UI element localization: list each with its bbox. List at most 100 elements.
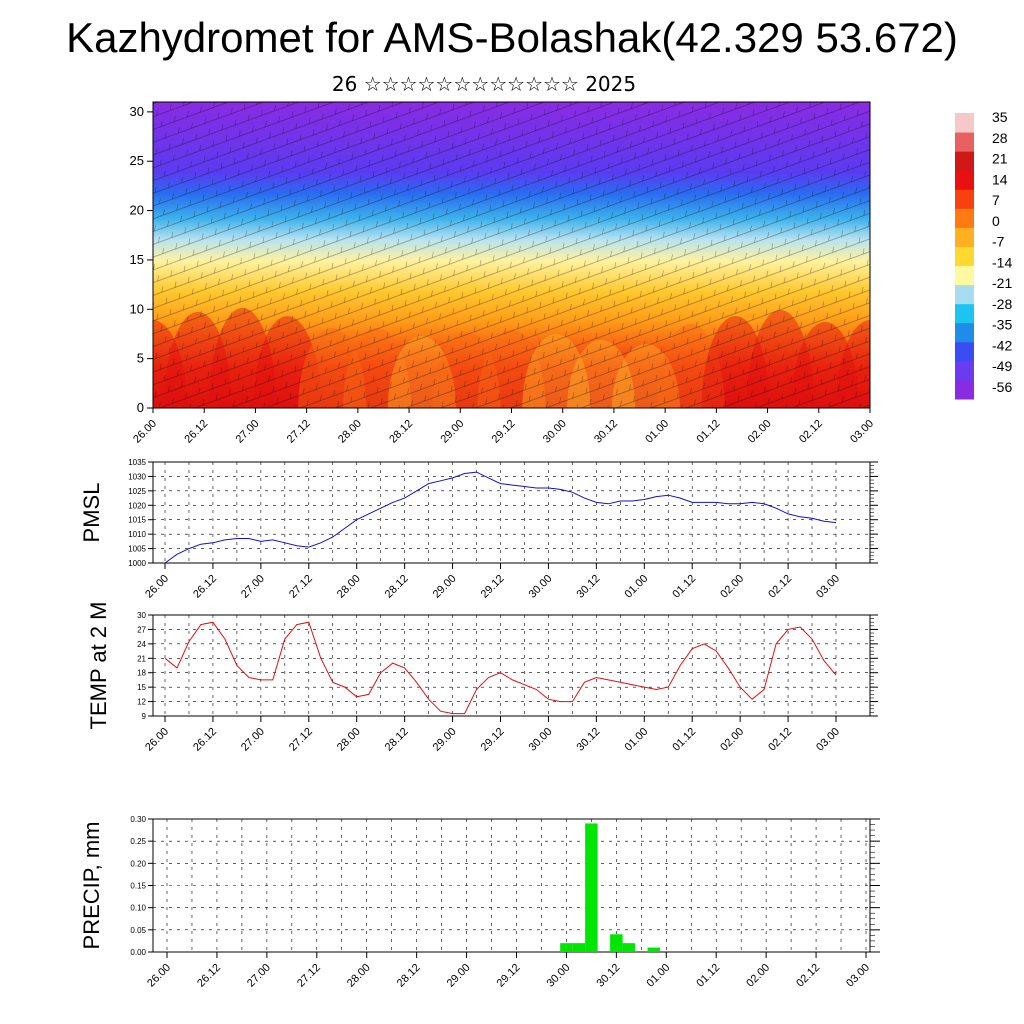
colorbar-swatch — [955, 170, 974, 190]
x-tick-label: 26.12 — [195, 962, 223, 990]
x-tick-label: 27.12 — [295, 962, 323, 990]
precip-bar — [572, 943, 586, 952]
wind-barbs — [153, 102, 870, 408]
x-tick-label: 30.12 — [575, 726, 603, 754]
colorbar-swatch — [955, 246, 974, 267]
colorbar-swatch — [955, 132, 974, 152]
x-tick-label: 29.12 — [479, 726, 507, 754]
x-tick-label: 02.00 — [744, 962, 772, 990]
x-tick-label: 26.00 — [131, 418, 159, 446]
x-tick-label: 02.12 — [766, 726, 794, 754]
y-tick-label: 10 — [130, 301, 144, 316]
y-tick-label: 5 — [137, 351, 144, 366]
x-tick-label: 29.00 — [438, 418, 466, 446]
series-line — [164, 621, 837, 715]
x-tick-label: 30.12 — [575, 573, 603, 601]
colorbar-label: 0 — [992, 213, 1000, 229]
y-axis-title: PMSL — [79, 483, 104, 543]
x-tick-label: 27.00 — [245, 962, 273, 990]
y-tick-label: 0.15 — [130, 882, 146, 891]
x-tick-label: 28.00 — [345, 962, 373, 990]
y-tick-label: 0.25 — [130, 837, 146, 846]
colorbar-swatch — [955, 189, 974, 209]
x-tick-label: 02.00 — [746, 418, 774, 446]
x-tick-label: 26.12 — [191, 573, 219, 601]
colorbar-swatch — [955, 284, 974, 305]
colorbar-swatch — [955, 341, 974, 362]
cross-section-panel: 0 5 10 15 20 25 30 26.00 26.12 27.00 27.12 28.00 28.… — [130, 101, 876, 446]
x-tick-label: 01.12 — [694, 962, 722, 990]
x-tick-label: 26.00 — [145, 962, 173, 990]
x-tick-label: 02.12 — [794, 962, 822, 990]
x-tick-label: 03.00 — [848, 418, 876, 446]
y-tick-label: 1000 — [128, 559, 146, 568]
temp-panel: 9 12 15 18 21 24 27 30 26.00 26.12 27.00 27.12 28.00… — [86, 602, 878, 754]
y-tick-label: 0.20 — [130, 859, 146, 868]
precip-bar — [647, 947, 661, 952]
x-tick-label: 29.12 — [495, 962, 523, 990]
x-tick-label: 01.00 — [644, 962, 672, 990]
x-tick-label: 26.00 — [143, 726, 171, 754]
y-tick-label: 0.30 — [130, 815, 146, 824]
x-tick-label: 02.00 — [718, 573, 746, 601]
sub-title: 26 ☆☆☆☆☆☆☆☆☆☆☆☆ 2025 — [331, 72, 637, 96]
colorbar-label: -49 — [992, 358, 1012, 374]
x-tick-label: 30.12 — [592, 418, 620, 446]
colorbar: 35 28 21 14 7 0 -7 -14 -21 -28 -35 -42 -49 -56 — [955, 109, 1012, 400]
x-tick-label: 03.00 — [844, 962, 872, 990]
x-tick-label: 27.12 — [287, 726, 315, 754]
y-axis-title: PRECIP, mm — [79, 822, 104, 950]
colorbar-swatch — [955, 227, 974, 247]
colorbar-label: 21 — [992, 151, 1008, 167]
y-tick-label: 30 — [130, 104, 144, 119]
y-tick-label: 1020 — [128, 501, 146, 510]
colorbar-label: -14 — [992, 254, 1012, 270]
y-tick-label: 15 — [137, 683, 146, 692]
panel-frame — [152, 818, 871, 953]
colorbar-label: -42 — [992, 337, 1012, 353]
x-tick-label: 29.00 — [431, 726, 459, 754]
colorbar-swatch — [955, 208, 974, 228]
y-tick-label: 21 — [137, 654, 146, 663]
x-tick-label: 02.00 — [718, 726, 746, 754]
x-tick-label: 28.00 — [336, 418, 364, 446]
x-tick-label: 30.00 — [541, 418, 569, 446]
x-tick-label: 29.00 — [445, 962, 473, 990]
y-tick-label: 18 — [137, 669, 146, 678]
y-tick-label: 24 — [137, 640, 146, 649]
colorbar-label: 14 — [992, 171, 1008, 187]
colorbar-label: 28 — [992, 130, 1008, 146]
colorbar-label: -35 — [992, 317, 1012, 333]
y-tick-label: 1035 — [128, 458, 146, 467]
y-tick-label: 27 — [137, 625, 146, 634]
x-tick-label: 27.12 — [285, 418, 313, 446]
x-tick-label: 28.12 — [395, 962, 423, 990]
x-tick-label: 01.00 — [622, 726, 650, 754]
series-line — [164, 471, 837, 564]
x-tick-label: 02.12 — [766, 573, 794, 601]
y-tick-label: 25 — [130, 153, 144, 168]
colorbar-swatch — [955, 265, 974, 286]
colorbar-label: -28 — [992, 296, 1012, 312]
colorbar-label: -7 — [992, 234, 1005, 250]
y-tick-label: 12 — [137, 698, 146, 707]
colorbar-swatch — [955, 151, 974, 171]
y-tick-label: 1005 — [128, 545, 146, 554]
y-tick-label: 1015 — [128, 516, 146, 525]
colorbar-label: 35 — [992, 109, 1008, 125]
y-tick-label: 1025 — [128, 487, 146, 496]
x-tick-label: 29.12 — [490, 418, 518, 446]
colorbar-swatch — [955, 113, 974, 133]
x-tick-label: 29.12 — [479, 573, 507, 601]
precip-bar — [585, 823, 598, 952]
colorbar-label: -21 — [992, 275, 1012, 291]
precip-bar — [610, 934, 623, 952]
y-axis-title: TEMP at 2 M — [86, 602, 111, 730]
y-tick-label: 1030 — [128, 472, 146, 481]
x-tick-label: 01.12 — [670, 573, 698, 601]
x-tick-label: 01.12 — [670, 726, 698, 754]
x-tick-label: 28.00 — [335, 573, 363, 601]
y-tick-label: 20 — [130, 203, 144, 218]
x-tick-label: 28.12 — [387, 418, 415, 446]
